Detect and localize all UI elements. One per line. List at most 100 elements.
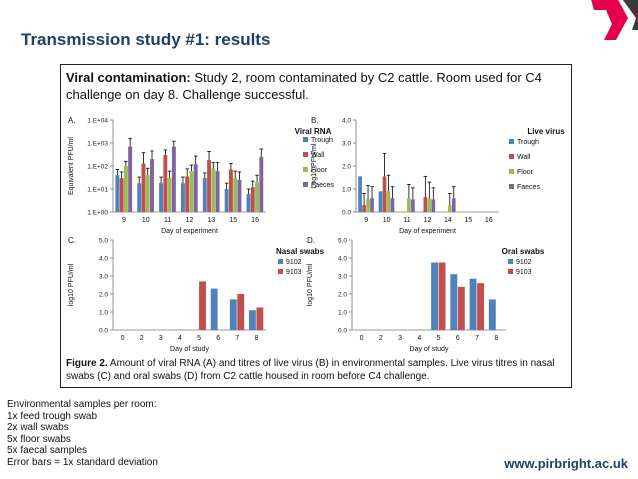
bar <box>199 281 206 330</box>
legend-label: 9103 <box>286 269 302 276</box>
chart-title: Nasal swabs <box>276 247 325 256</box>
x-tick-label: 4 <box>417 335 421 342</box>
bar <box>411 199 415 212</box>
x-tick-label: 7 <box>235 335 239 342</box>
x-tick-label: 6 <box>216 335 220 342</box>
legend-label: Faeces <box>311 182 334 189</box>
bar <box>211 168 216 212</box>
legend-swatch <box>508 269 513 274</box>
y-tick-label: 5.0 <box>99 238 108 245</box>
y-tick-label: 3.0 <box>338 274 347 281</box>
bar <box>123 166 128 212</box>
legend-swatch <box>303 167 308 172</box>
x-tick-label: 16 <box>251 217 259 224</box>
figure-heading: Viral contamination: Study 2, room conta… <box>66 69 566 103</box>
bar <box>246 194 251 212</box>
bar <box>255 182 259 212</box>
x-axis-title: Day of experiment <box>161 228 218 235</box>
legend-label: Trough <box>311 137 333 144</box>
legend-label: Trough <box>517 139 539 146</box>
y-axis-title: Equivalent PFU/ml <box>68 137 75 195</box>
bar <box>228 169 233 212</box>
bar <box>248 310 256 330</box>
y-tick-label: 0.0 <box>342 210 351 217</box>
bar <box>171 146 176 212</box>
x-tick-label: 8 <box>494 335 498 342</box>
figure-caption-text: Amount of viral RNA (A) and titres of li… <box>66 358 555 382</box>
bar <box>378 191 383 212</box>
y-tick-label: 4.0 <box>338 256 347 263</box>
y-tick-label: 4.0 <box>99 256 108 263</box>
notes-line: 5x faecal samples <box>7 445 88 456</box>
y-axis-title: Log10 PFU/ml <box>311 143 318 188</box>
y-tick-label: 1.E+01 <box>87 187 108 194</box>
legend-label: Wall <box>517 154 531 161</box>
bar <box>137 183 142 212</box>
bar <box>447 205 452 212</box>
x-tick-label: 10 <box>383 217 391 224</box>
slide-title: Transmission study #1: results <box>21 30 271 49</box>
bar <box>210 288 218 330</box>
bar <box>431 199 436 212</box>
bar <box>386 191 391 212</box>
y-tick-label: 5.0 <box>338 238 347 245</box>
website-link[interactable]: www.pirbright.ac.uk <box>504 456 628 471</box>
bar <box>457 286 465 330</box>
x-tick-label: 8 <box>254 335 258 342</box>
y-tick-label: 0.0 <box>99 328 108 335</box>
bar <box>358 176 362 212</box>
legend-swatch <box>278 269 283 274</box>
figure-caption-bold: Figure 2. <box>66 358 108 369</box>
legend-swatch <box>509 154 514 159</box>
bar <box>256 307 264 330</box>
figure-caption: Figure 2. Amount of viral RNA (A) and ti… <box>66 357 566 383</box>
legend-label: Floor <box>517 169 534 176</box>
bar <box>207 160 212 212</box>
figure-heading-text: Study 2, room contaminated by C2 cattle.… <box>66 70 542 102</box>
y-tick-label: 1.E+03 <box>87 141 108 148</box>
bar <box>407 198 411 212</box>
legend-swatch <box>509 169 514 174</box>
legend-label: Floor <box>311 167 328 174</box>
y-tick-label: 1.E+04 <box>87 118 108 125</box>
legend-label: 9102 <box>516 259 532 266</box>
bar <box>250 187 255 212</box>
legend-swatch <box>508 259 513 264</box>
legend-swatch <box>278 259 283 264</box>
bar <box>451 198 456 212</box>
y-tick-label: 0.0 <box>338 328 347 335</box>
bar <box>115 175 120 212</box>
bar <box>150 159 154 212</box>
chart-title: Live virus <box>527 127 565 136</box>
y-tick-label: 1.0 <box>99 310 108 317</box>
x-tick-label: 6 <box>456 335 460 342</box>
x-tick-label: 4 <box>178 335 182 342</box>
bar <box>450 274 458 330</box>
bar <box>128 146 133 212</box>
hexagon-logo-decoration <box>591 0 638 40</box>
y-tick-label: 1.E+00 <box>87 210 108 217</box>
bar <box>180 183 185 212</box>
panel-label: A. <box>68 116 76 125</box>
panel-label: B. <box>311 116 319 125</box>
notes-line: Environmental samples per room: <box>7 399 157 410</box>
bar <box>189 171 194 212</box>
x-tick-label: 0 <box>360 335 364 342</box>
x-tick-label: 2 <box>140 335 144 342</box>
notes-line: 1x feed trough swab <box>7 410 98 422</box>
y-axis-title: log10 PFU/ml <box>68 263 75 306</box>
bar <box>215 171 220 212</box>
bar <box>438 262 446 330</box>
bar <box>159 183 164 212</box>
bar <box>224 189 229 212</box>
bar <box>423 197 428 212</box>
bar <box>390 198 395 212</box>
y-tick-label: 3.0 <box>342 141 351 148</box>
x-tick-label: 10 <box>142 217 150 224</box>
panel-label: D. <box>307 236 315 245</box>
bar <box>237 179 242 212</box>
bar <box>185 176 190 212</box>
bar <box>193 164 198 212</box>
legend-label: 9103 <box>516 269 532 276</box>
